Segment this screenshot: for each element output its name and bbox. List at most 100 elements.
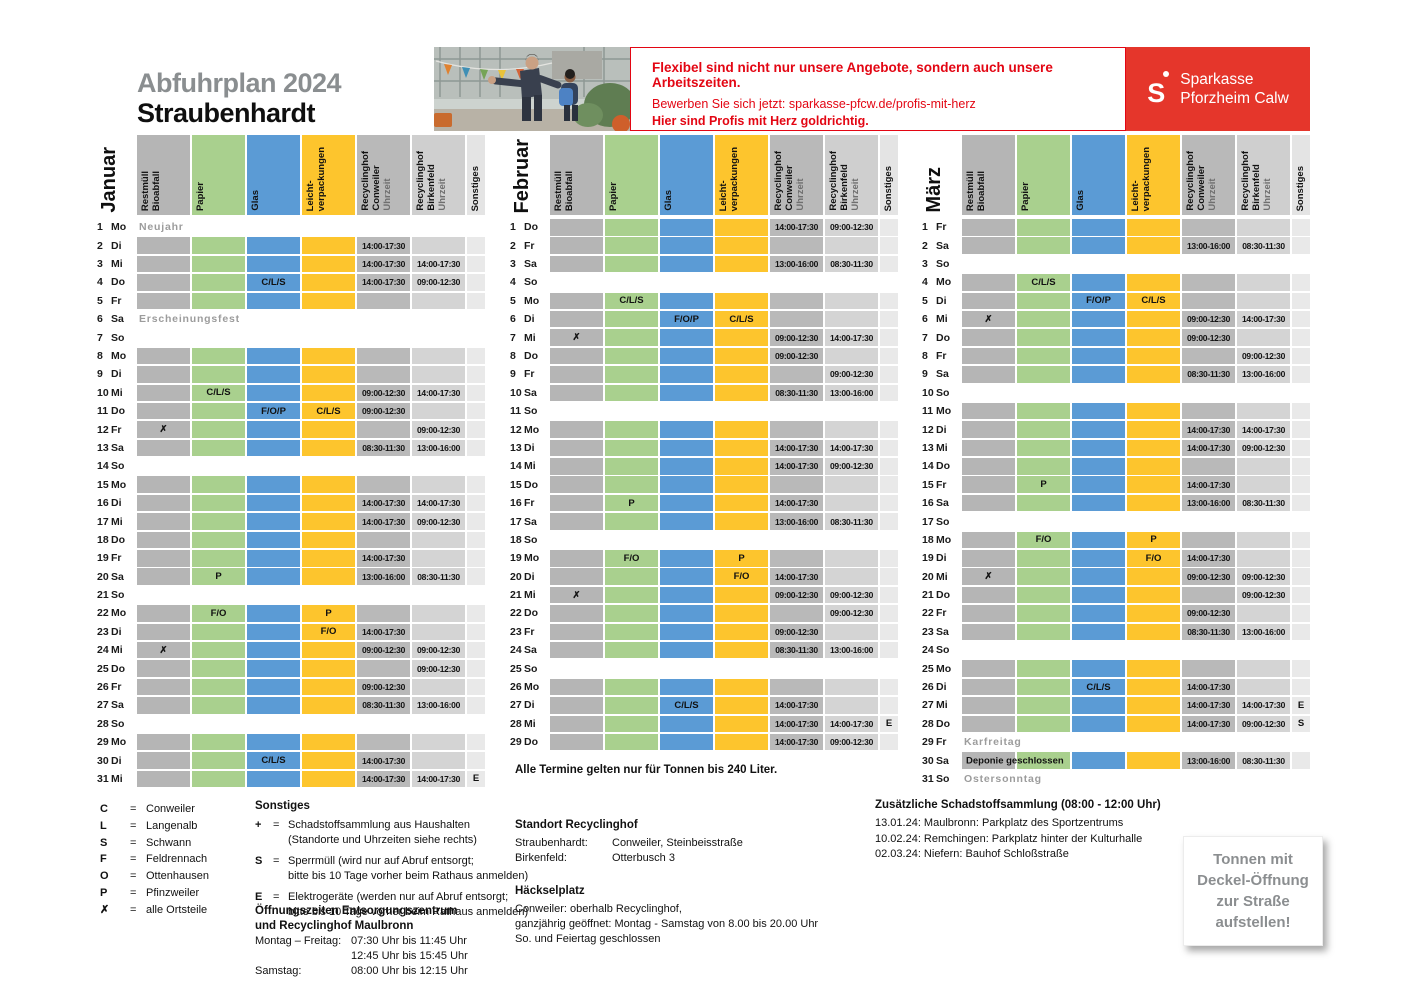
- day-row: 22 Mo F/O P: [97, 605, 489, 622]
- day-name: Do: [524, 607, 538, 620]
- cell-glas: [1072, 660, 1125, 677]
- cell-so: [467, 476, 485, 493]
- day-name: Do: [524, 221, 538, 234]
- cell-lv: C/L/S: [1127, 292, 1180, 310]
- cell-con: 14:00-17:30: [770, 568, 823, 585]
- day-number: 18: [97, 533, 109, 546]
- cell-bir: 08:30-11:30: [1237, 752, 1290, 769]
- bin-placement-line: zur Straße: [1216, 893, 1290, 910]
- legend-places: C = Conweiler L = Langenalb S = Schwann F = Feldren…: [100, 801, 209, 919]
- cell-rest: [137, 623, 190, 641]
- cell-glas: [1072, 697, 1125, 714]
- cell-lv: [715, 678, 768, 696]
- cell-lv: [302, 237, 355, 254]
- cell-glas: [1072, 347, 1125, 365]
- cell-pap: [192, 347, 245, 365]
- photo-illustration: [434, 47, 630, 131]
- cell-so: [467, 255, 485, 273]
- month-rows: 1 Mo Neujahr 2 Di 14:00-17:30 3 Mi 14:00-17:30 14…: [97, 219, 489, 788]
- cell-so: [467, 274, 485, 291]
- cell-so: [880, 219, 898, 236]
- legend-sonstiges-symbol: E: [255, 891, 263, 903]
- day-name: Mi: [936, 313, 948, 326]
- cell-glas: C/L/S: [1072, 678, 1125, 696]
- cell-con: [770, 605, 823, 622]
- day-name: Sa: [524, 644, 537, 657]
- day-row: 30 Di C/L/S 14:00-17:30: [97, 752, 489, 769]
- cell-bir: [825, 697, 878, 714]
- cell-rest: Deponie geschlossen: [962, 752, 1064, 769]
- cell-glas: [247, 347, 300, 365]
- cell-so: [467, 568, 485, 585]
- cell-pap: [192, 697, 245, 714]
- cell-glas: [1072, 402, 1125, 420]
- legend-place-row: O = Ottenhausen: [100, 868, 209, 885]
- day-row: 14 So: [97, 458, 489, 475]
- day-row: 18 Mo F/O P: [922, 531, 1314, 549]
- day-name: Fr: [524, 368, 535, 381]
- cell-bir: [412, 752, 465, 769]
- legend-place-row: L = Langenalb: [100, 818, 209, 835]
- day-number: 29: [922, 736, 934, 749]
- cell-rest: [962, 439, 1015, 457]
- cell-con: 14:00-17:30: [357, 770, 410, 788]
- cell-bir: 14:00-17:30: [1237, 421, 1290, 438]
- cell-bir: 09:00-12:30: [1237, 439, 1290, 457]
- day-row: 18 So: [510, 532, 902, 549]
- cell-so: [1292, 237, 1310, 254]
- day-row: 13 Sa 08:30-11:30 13:00-16:00: [97, 439, 489, 457]
- day-name: Mo: [111, 349, 127, 362]
- cell-rest: [137, 384, 190, 402]
- cell-bir: 14:00-17:30: [412, 770, 465, 788]
- cell-bir: 09:00-12:30: [825, 605, 878, 622]
- day-row: 23 Sa 08:30-11:30 13:00-16:00: [922, 623, 1314, 641]
- day-row: 19 Fr 14:00-17:30: [97, 550, 489, 567]
- cell-pap: [605, 421, 658, 438]
- cell-bir: [412, 402, 465, 420]
- day-row: 28 Mi 14:00-17:30 14:00-17:30 E: [510, 715, 902, 733]
- day-row: 3 So: [922, 256, 1314, 273]
- column-header-so: Sonstiges: [880, 135, 898, 215]
- day-name: So: [524, 405, 538, 418]
- cell-pap: P: [605, 494, 658, 512]
- day-row: 25 So: [510, 660, 902, 677]
- equals-sign: =: [130, 886, 137, 899]
- cell-lv: [715, 605, 768, 622]
- cell-glas: [660, 568, 713, 585]
- day-name: Fr: [111, 294, 122, 307]
- cell-so: [1292, 366, 1310, 383]
- cell-bir: 09:00-12:30: [825, 366, 878, 383]
- cell-rest: [137, 770, 190, 788]
- cell-bir: 14:00-17:30: [825, 439, 878, 457]
- cell-pap: [192, 494, 245, 512]
- cell-rest: [137, 402, 190, 420]
- opening-hours-day: [255, 949, 351, 964]
- cell-so: [467, 623, 485, 641]
- cell-lv: [302, 366, 355, 383]
- day-number: 1: [97, 221, 103, 234]
- cell-rest: [137, 274, 190, 291]
- opening-hours-title-1: Öffnungszeiten Entsorgungszentrum: [255, 905, 458, 917]
- column-header-sub: Uhrzeit: [437, 178, 448, 211]
- cell-pap: F/O: [605, 550, 658, 567]
- cell-glas: [247, 678, 300, 696]
- cell-pap: [605, 237, 658, 254]
- cell-bir: [825, 550, 878, 567]
- cell-rest: [962, 237, 1015, 254]
- hazardous-waste-line: 02.03.24: Niefern: Bauhof Schloßstraße: [875, 848, 1069, 860]
- cell-lv: [1127, 310, 1180, 328]
- day-number: 12: [97, 423, 109, 436]
- day-name: Mi: [111, 258, 123, 271]
- cell-pap: [605, 255, 658, 273]
- day-row: 12 Mo: [510, 421, 902, 438]
- cell-lv: [302, 678, 355, 696]
- cell-pap: [192, 770, 245, 788]
- cell-con: [1182, 660, 1235, 677]
- cell-glas: [1072, 550, 1125, 567]
- haeckselplatz-title: Häckselplatz: [515, 885, 585, 897]
- day-row: 29 Mo: [97, 733, 489, 751]
- cell-so: [467, 605, 485, 622]
- day-name: Di: [111, 497, 122, 510]
- column-header-glas: Glas: [247, 135, 300, 215]
- column-header-label: Leicht-verpackungen: [718, 146, 740, 211]
